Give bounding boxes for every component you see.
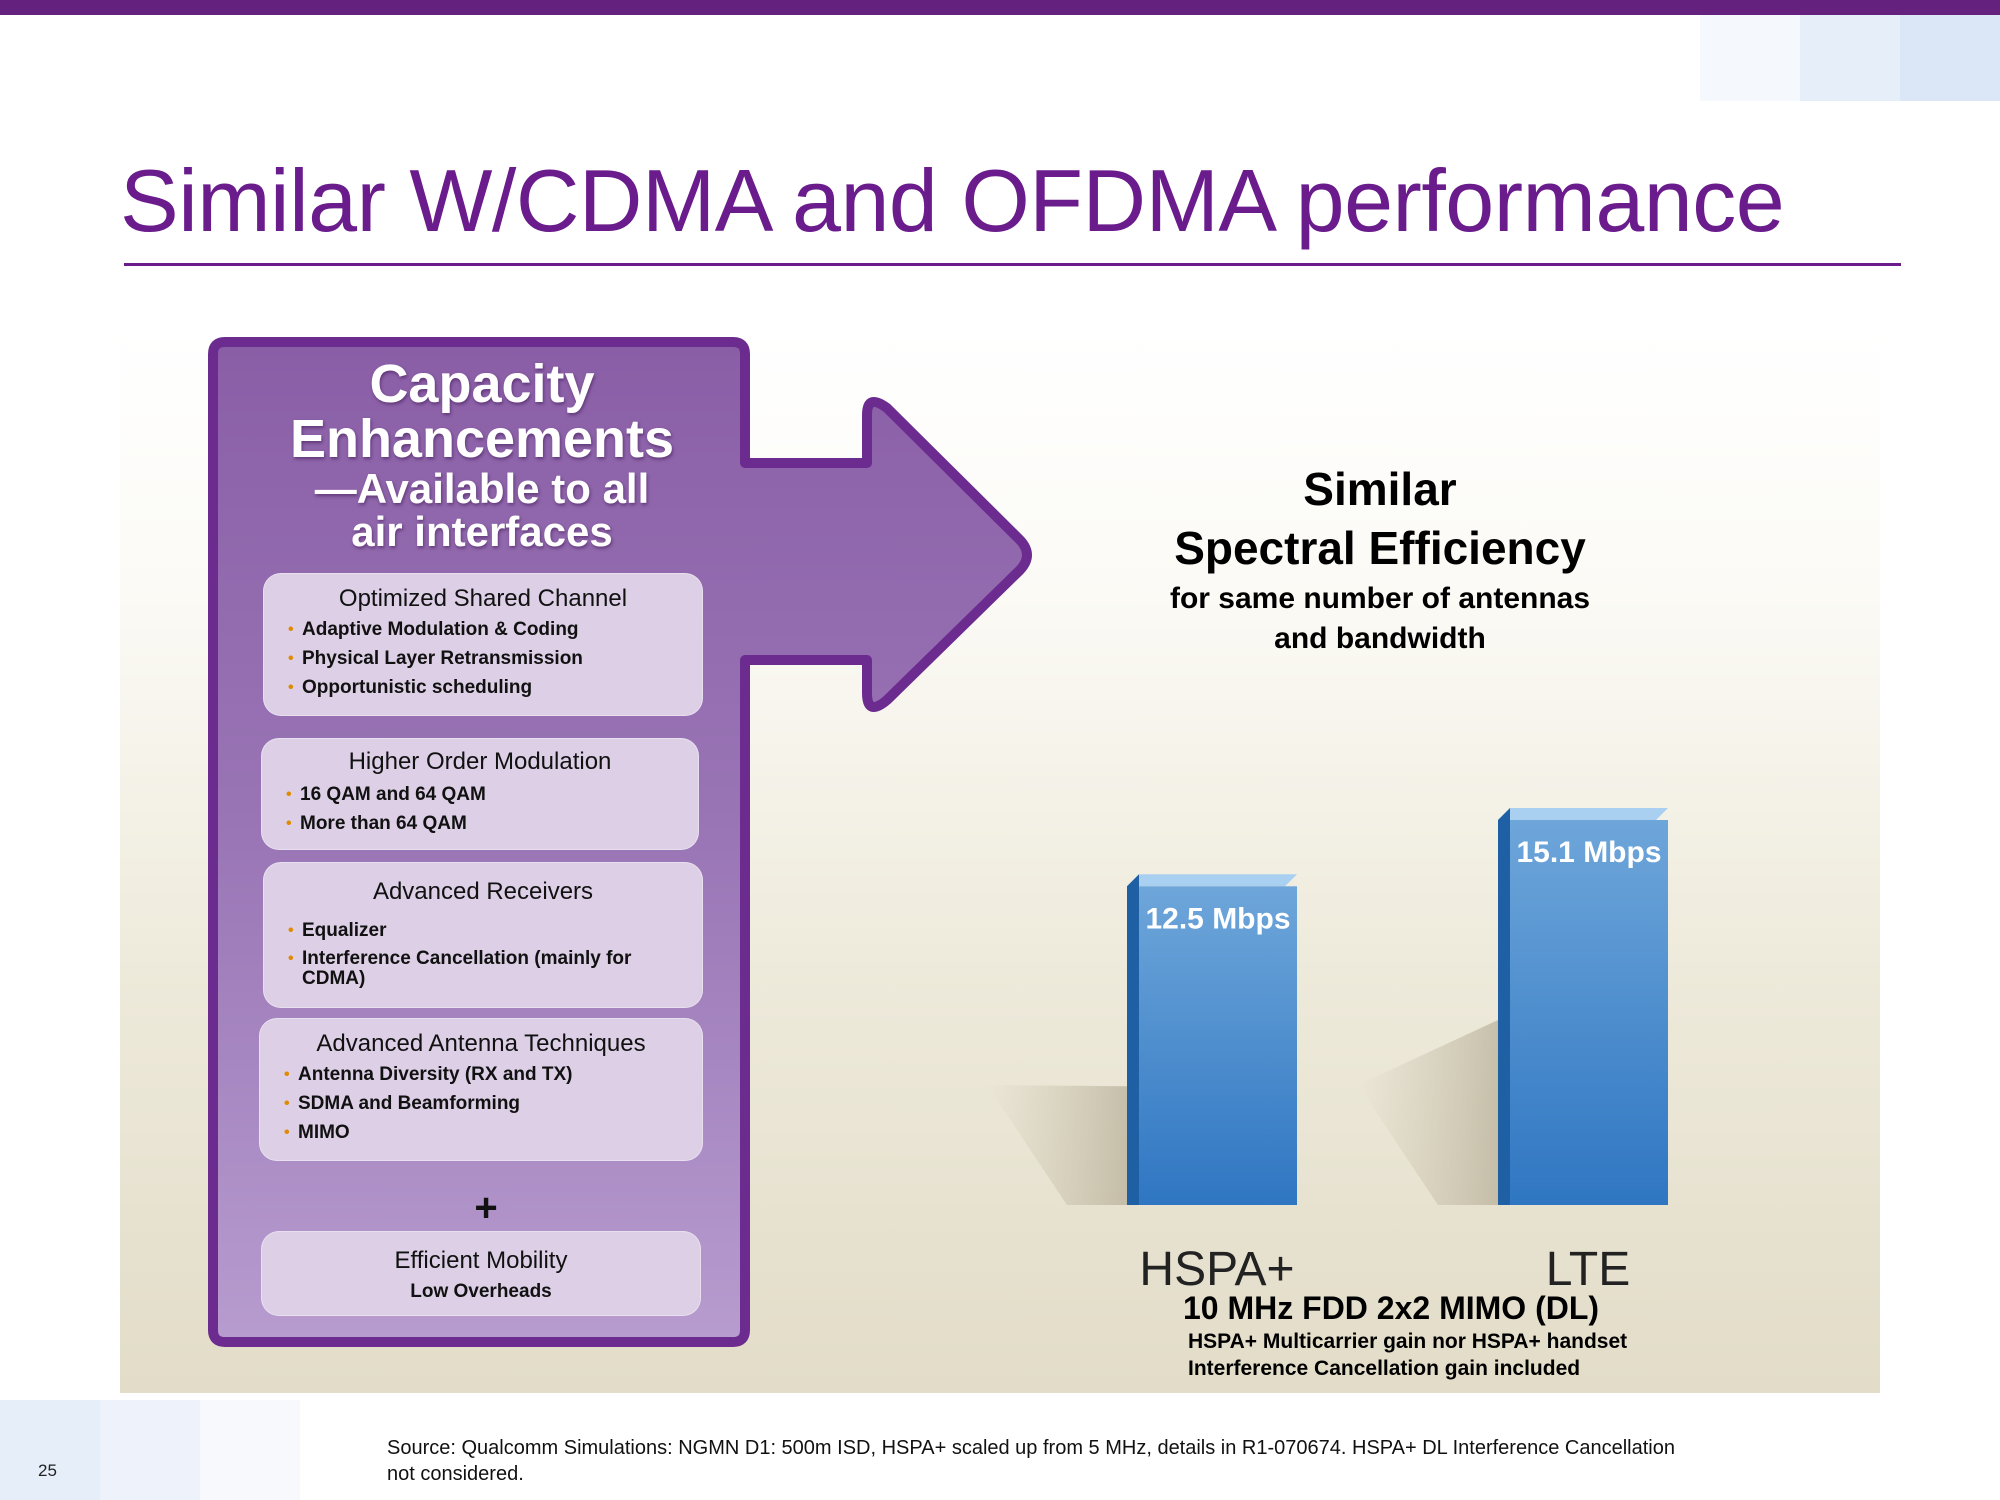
- bars-layer: 12.5 Mbps HSPA+ 15.1 Mbps LTE: [987, 808, 1668, 1296]
- feature-item-text: Antenna Diversity (RX and TX): [298, 1064, 573, 1085]
- chart-footnote: HSPA+ Multicarrier gain nor HSPA+ handse…: [1188, 1330, 1628, 1353]
- feature-item: • SDMA and Beamforming: [284, 1093, 573, 1115]
- feature-box-title: Optimized Shared Channel: [338, 585, 628, 612]
- feature-box-title: Efficient Mobility: [394, 1247, 568, 1274]
- feature-box-receivers: Advanced Receivers • Equalizer • Interfere…: [263, 862, 703, 1008]
- page-number: 25: [38, 1461, 57, 1480]
- title-divider: [124, 263, 1901, 266]
- corner-decoration-bottom: [0, 1400, 100, 1500]
- feature-item: • MIMO: [284, 1122, 573, 1144]
- bar-shadow: [987, 1085, 1127, 1205]
- capacity-title-line: Enhancements: [289, 409, 675, 469]
- bullet-icon: •: [288, 922, 294, 939]
- bar-top-face: [1498, 808, 1668, 820]
- slide-title: Similar W/CDMA and OFDMA performance: [120, 151, 1785, 250]
- corner-decoration-bottom: [100, 1400, 200, 1500]
- chart-config-note: 10 MHz FDD 2x2 MIMO (DL): [1183, 1290, 1600, 1326]
- feature-list: • Adaptive Modulation & Coding • Physical …: [288, 619, 583, 706]
- source-note: Source: Qualcomm Simulations: NGMN D1: 5…: [387, 1437, 1675, 1459]
- bullet-icon: •: [288, 679, 294, 696]
- bullet-icon: •: [286, 786, 292, 803]
- source-note: not considered.: [387, 1463, 524, 1485]
- feature-item-text: Equalizer: [302, 920, 387, 941]
- feature-box-title: Higher Order Modulation: [348, 748, 612, 775]
- feature-box-shared-channel: Optimized Shared Channel • Adaptive Modul…: [263, 573, 703, 716]
- feature-item: • Opportunistic scheduling: [288, 677, 583, 699]
- bar-hspa-: [1139, 886, 1297, 1205]
- bullet-icon: •: [284, 1066, 290, 1083]
- feature-box-antenna: Advanced Antenna Techniques • Antenna Div…: [259, 1018, 703, 1161]
- category-label: LTE: [1546, 1243, 1630, 1296]
- spectral-heading: Similar: [1303, 463, 1457, 515]
- feature-item: • 16 QAM and 64 QAM: [286, 784, 486, 806]
- corner-decoration-top: [1700, 15, 1800, 101]
- feature-item-text: Interference Cancellation (mainly for CD…: [302, 948, 632, 989]
- bullet-icon: •: [286, 815, 292, 832]
- feature-box-subtitle: Low Overheads: [410, 1281, 552, 1302]
- bullet-icon: •: [284, 1124, 290, 1141]
- bar-value-label: 15.1 Mbps: [1516, 836, 1661, 869]
- feature-box-title: Advanced Receivers: [372, 878, 594, 905]
- bullet-icon: •: [288, 650, 294, 667]
- feature-item-text: Physical Layer Retransmission: [302, 648, 583, 669]
- feature-item: • Interference Cancellation (mainly for C…: [288, 949, 688, 989]
- bar-value-label: 12.5 Mbps: [1145, 902, 1290, 935]
- bar-top-face: [1127, 874, 1297, 887]
- feature-list: • Antenna Diversity (RX and TX) • SDMA and…: [284, 1064, 573, 1151]
- feature-item: • Equalizer: [288, 920, 688, 942]
- feature-item-text: 16 QAM and 64 QAM: [300, 784, 486, 805]
- corner-decoration-bottom: [200, 1400, 300, 1500]
- feature-item-text: More than 64 QAM: [300, 813, 467, 834]
- corner-decoration-top: [1900, 15, 2000, 101]
- feature-list: • 16 QAM and 64 QAM • More than 64 QAM: [286, 784, 486, 842]
- feature-item: • Physical Layer Retransmission: [288, 648, 583, 670]
- feature-item-text: Opportunistic scheduling: [302, 677, 533, 698]
- bar-shadow: [1358, 1020, 1498, 1205]
- bar-lte: [1510, 820, 1668, 1205]
- feature-item-text: MIMO: [298, 1122, 350, 1143]
- plus-icon: +: [474, 1186, 498, 1230]
- feature-item: • More than 64 QAM: [286, 813, 486, 835]
- category-label: HSPA+: [1139, 1243, 1294, 1296]
- spectral-subheading: for same number of antennas: [1169, 582, 1591, 615]
- feature-item: • Adaptive Modulation & Coding: [288, 619, 583, 641]
- bar-side-face: [1127, 874, 1139, 1205]
- bullet-icon: •: [284, 1095, 290, 1112]
- feature-box-title: Advanced Antenna Techniques: [316, 1030, 646, 1057]
- feature-item-text: SDMA and Beamforming: [298, 1093, 521, 1114]
- feature-box-modulation: Higher Order Modulation • 16 QAM and 64 Q…: [261, 738, 699, 850]
- spectral-heading: Spectral Efficiency: [1174, 522, 1586, 574]
- top-accent-bar: [0, 0, 2000, 15]
- capacity-subtitle-line: —Available to all: [314, 465, 650, 512]
- feature-item-text: Adaptive Modulation & Coding: [302, 619, 579, 640]
- bar-side-face: [1498, 808, 1510, 1205]
- bullet-icon: •: [288, 950, 294, 967]
- spectral-subheading: and bandwidth: [1274, 622, 1486, 655]
- capacity-title-line: Capacity: [369, 354, 595, 414]
- feature-box-mobility: Efficient Mobility Low Overheads: [261, 1231, 701, 1316]
- corner-decoration-top: [1800, 15, 1900, 101]
- feature-list: • Equalizer • Interference Cancellation (m…: [288, 920, 688, 996]
- capacity-subtitle-line: air interfaces: [351, 508, 613, 555]
- feature-item: • Antenna Diversity (RX and TX): [284, 1064, 573, 1086]
- chart-footnote: Interference Cancellation gain included: [1188, 1357, 1581, 1380]
- bullet-icon: •: [288, 621, 294, 638]
